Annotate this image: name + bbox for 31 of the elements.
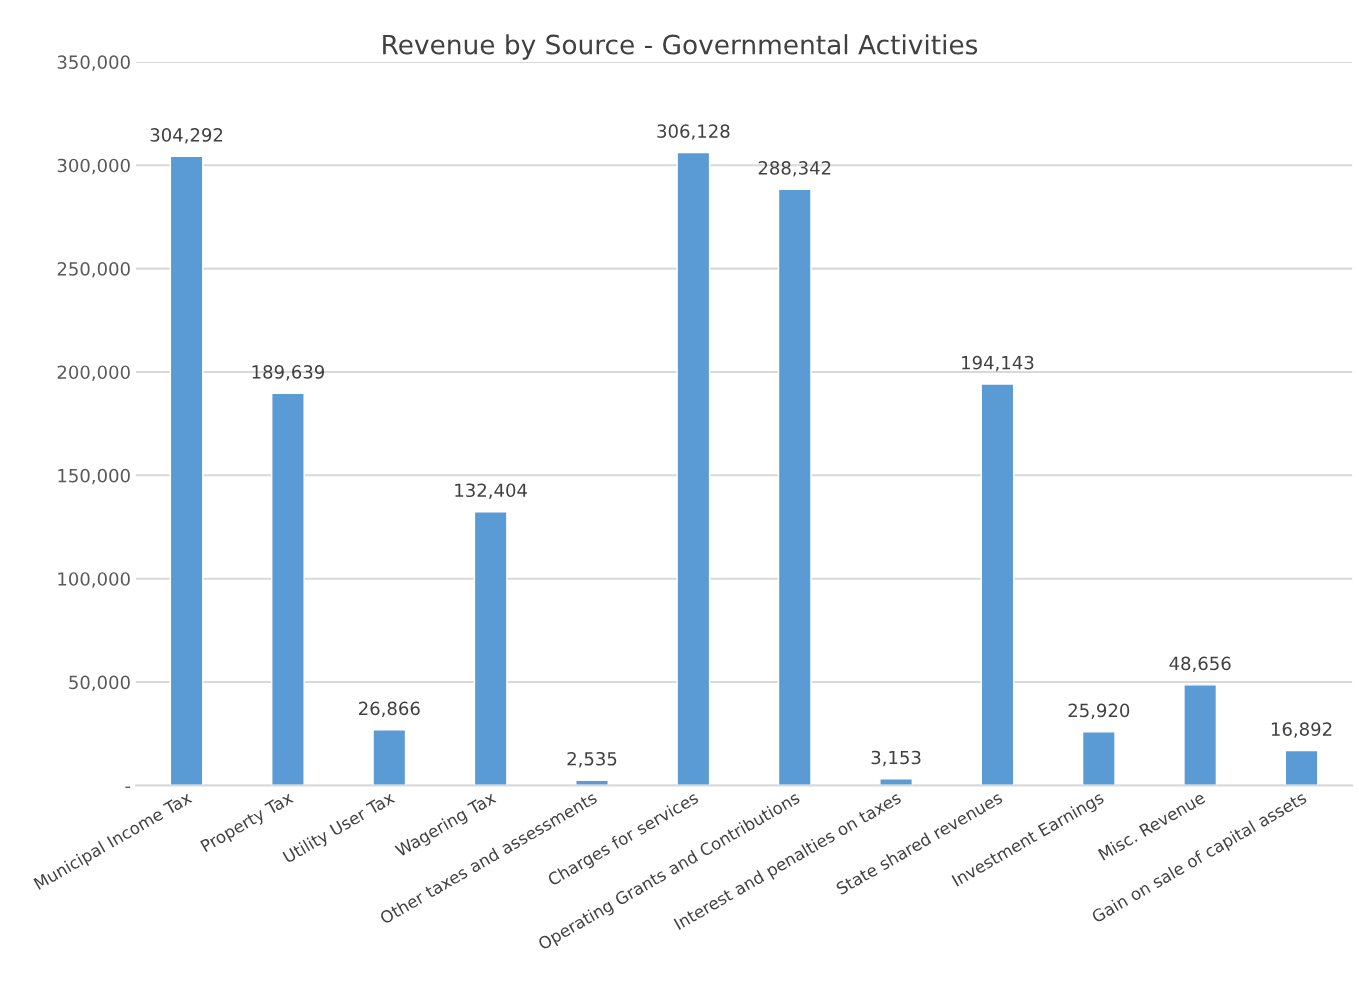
data-label: 48,656 xyxy=(1169,656,1231,673)
y-tick-label: 350,000 xyxy=(57,55,130,71)
y-tick-label: 150,000 xyxy=(58,468,130,485)
y-tick-label: 100,000 xyxy=(58,572,130,588)
data-label: 25,920 xyxy=(1068,703,1130,720)
data-label: 189,639 xyxy=(252,365,324,381)
bar xyxy=(169,155,204,786)
chart-title: Revenue by Source - Governmental Activities xyxy=(383,34,978,60)
data-label: 132,404 xyxy=(455,483,527,499)
data-label: 304,292 xyxy=(150,128,223,144)
y-tick-label: 50,000 xyxy=(69,675,130,692)
data-label: 16,892 xyxy=(1271,722,1332,738)
bar xyxy=(676,151,711,786)
data-label: 306,128 xyxy=(657,124,730,140)
bar xyxy=(1081,731,1116,786)
data-label: 288,342 xyxy=(758,161,831,177)
bar xyxy=(271,392,305,786)
bar xyxy=(777,188,812,786)
data-label: 3,153 xyxy=(871,750,921,767)
y-tick-label: 250,000 xyxy=(57,262,130,278)
data-label: 194,143 xyxy=(962,355,1034,372)
bar xyxy=(372,729,407,786)
bar xyxy=(1183,684,1218,786)
data-label: 2,535 xyxy=(567,751,617,768)
y-tick-label: - xyxy=(125,786,131,789)
bar xyxy=(1284,749,1319,786)
data-label: 26,866 xyxy=(359,701,420,718)
bar xyxy=(473,511,508,786)
y-tick-label: 300,000 xyxy=(57,158,130,175)
y-tick-label: 200,000 xyxy=(57,365,130,381)
bar xyxy=(980,383,1015,786)
